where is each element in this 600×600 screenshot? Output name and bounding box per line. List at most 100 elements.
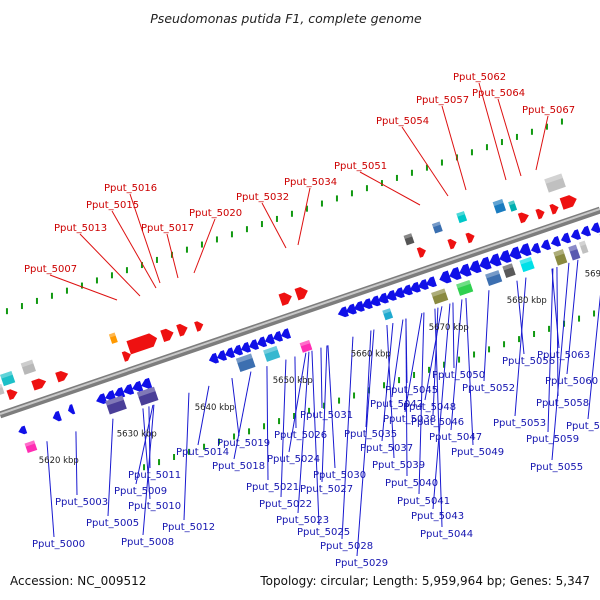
leader-line — [183, 392, 190, 521]
colored-feature-box — [502, 263, 516, 278]
reverse-gene-arrow — [240, 341, 252, 353]
reverse-gene-arrow — [216, 350, 228, 361]
leader-line — [297, 351, 310, 514]
leader-line — [193, 218, 216, 274]
colored-feature-box — [235, 353, 256, 372]
leader-line — [49, 274, 118, 301]
forward-gene-arrow — [294, 287, 308, 301]
colored-feature-box — [553, 249, 568, 266]
reverse-gene-arrow — [114, 387, 126, 398]
reverse-gene-arrow — [425, 276, 437, 288]
leader-line — [148, 406, 151, 469]
leader-line — [294, 356, 297, 429]
leader-line — [381, 322, 394, 442]
reverse-gene-label: Pput_5029 — [335, 558, 388, 569]
reverse-gene-arrow — [132, 380, 144, 392]
reverse-gene-arrow — [96, 393, 108, 404]
reverse-gene-label: Pput_5041 — [397, 496, 450, 507]
reverse-gene-label: Pput_5024 — [267, 454, 320, 465]
forward-gene-arrow — [535, 208, 545, 220]
leader-line — [547, 268, 554, 433]
forward-gene-arrow — [517, 212, 529, 224]
leader-line — [75, 431, 78, 496]
reverse-gene-arrow — [141, 377, 153, 389]
reverse-gene-arrow — [361, 298, 373, 309]
colored-feature-box — [544, 173, 566, 193]
reverse-gene-label: Pput_5048 — [403, 402, 456, 413]
colored-feature-box — [105, 395, 127, 415]
reverse-gene-label: Pput_5042 — [370, 399, 423, 410]
colored-feature-box — [20, 359, 36, 375]
accession-label: Accession: NC_009512 — [10, 574, 146, 588]
leader-line — [320, 347, 323, 409]
colored-feature-box — [431, 288, 449, 305]
scale-labels: 5620 kbp 5630 kbp 5640 kbp 5650 kbp 5660 kbp… — [39, 270, 600, 467]
leader-line — [452, 302, 455, 369]
forward-gene-arrow — [194, 321, 204, 332]
leader-line — [142, 404, 155, 536]
forward-gene-label: Pput_5034 — [284, 177, 337, 188]
reverse-gene-label: Pput_5008 — [121, 537, 174, 548]
reverse-gene-label: Pput_5026 — [274, 430, 327, 441]
leader-line — [142, 408, 151, 500]
forward-gene-label: Pput_5067 — [522, 105, 575, 116]
reverse-gene-label: Pput_5019 — [217, 438, 270, 449]
reverse-gene-label: Pput_5059 — [526, 434, 579, 445]
colored-feature-box — [0, 370, 16, 387]
leader-line — [386, 325, 395, 459]
reverse-gene-arrow — [499, 249, 512, 263]
map-title: Pseudomonas putida F1, complete genome — [150, 11, 422, 26]
reverse-gene-arrow — [479, 256, 492, 270]
reverse-gene-label: Pput_5037 — [360, 443, 413, 454]
forward-gene-label: Pput_5062 — [453, 72, 506, 83]
leader-line — [46, 441, 55, 538]
forward-gene-arrow — [31, 378, 47, 391]
reverse-gene-arrow — [18, 425, 28, 435]
reverse-gene-arrow — [345, 303, 357, 315]
colored-feature-box — [578, 240, 589, 254]
colored-feature-box — [456, 211, 468, 224]
reverse-gene-label: Pput_5009 — [114, 486, 167, 497]
colored-feature-box — [568, 244, 581, 261]
leader-line — [261, 202, 287, 249]
forward-gene-arrow — [176, 323, 188, 337]
scale-label: 5650 kbp — [273, 376, 313, 386]
leader-line — [535, 115, 549, 171]
forward-gene-label: Pput_5017 — [141, 223, 194, 234]
reverse-gene-label: Pput_5050 — [432, 370, 485, 381]
leader-line — [111, 210, 157, 289]
leader-line — [197, 385, 210, 446]
reverse-gene-label: Pput_5023 — [276, 515, 329, 526]
leader-line — [129, 193, 161, 284]
leader-line — [321, 345, 328, 483]
reverse-gene-arrow — [232, 344, 244, 356]
reverse-gene-label: Pput_5053 — [493, 418, 546, 429]
leader-line — [478, 82, 507, 181]
leader-line — [405, 318, 408, 384]
reverse-gene-arrow — [439, 270, 452, 284]
leader-line — [135, 404, 154, 485]
reverse-gene-label: Pput_5058 — [536, 398, 589, 409]
reverse-gene-arrow — [393, 287, 405, 299]
reverse-gene-label: Pput_5014 — [176, 447, 229, 458]
forward-gene-label: Pput_5064 — [472, 88, 525, 99]
leader-line — [391, 319, 404, 398]
forward-gene-label: Pput_5007 — [24, 264, 77, 275]
reverse-gene-label: Pput_5060 — [545, 376, 598, 387]
reverse-gene-arrow — [369, 295, 381, 307]
leader-line — [404, 313, 423, 413]
leader-line — [441, 105, 467, 191]
colored-feature-box — [24, 440, 38, 454]
forward-gene-label: Pput_5057 — [416, 95, 469, 106]
leader-line — [424, 306, 443, 401]
reverse-gene-arrow — [248, 339, 260, 350]
reverse-gene-label: Pput_5035 — [344, 429, 397, 440]
reverse-gene-arrow — [519, 243, 532, 257]
colored-feature-box — [136, 386, 159, 406]
reverse-gene-label: Pput_5005 — [86, 518, 139, 529]
reverse-gene-arrow — [353, 300, 365, 312]
reverse-gene-arrow — [449, 267, 462, 281]
reverse-gene-label: Pput_5046 — [411, 417, 464, 428]
reverse-gene-label: Pput_5061 — [566, 421, 600, 432]
